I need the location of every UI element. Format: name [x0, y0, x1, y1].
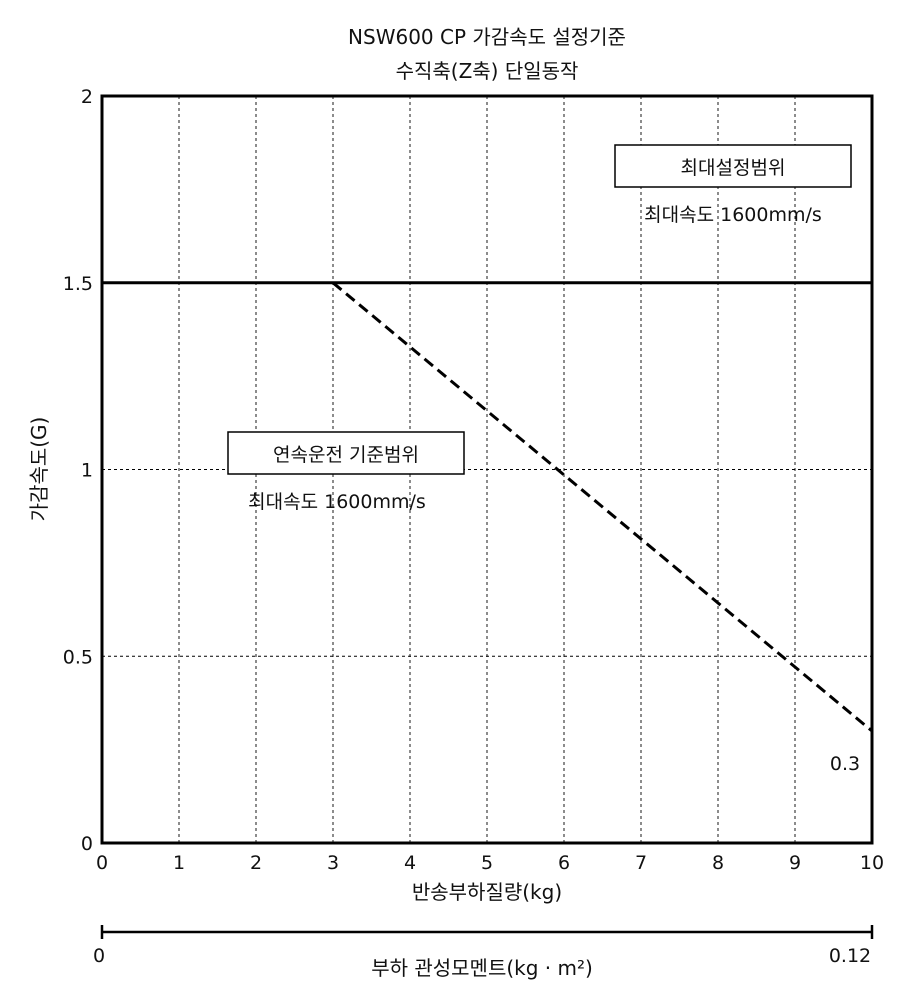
region-note-continuous: 최대속도 1600mm/s	[248, 491, 426, 513]
chart-subtitle: 수직축(Z축) 단일동작	[396, 59, 579, 83]
x-tick-label-1: 1	[173, 852, 185, 874]
x-tick-label-3: 3	[327, 852, 339, 874]
x-tick-label-0: 0	[96, 852, 108, 874]
x-tick-label-2: 2	[250, 852, 262, 874]
end-value-label: 0.3	[830, 753, 860, 775]
y-axis-label: 가감속도(G)	[27, 417, 51, 522]
y-tick-label-0: 0	[81, 833, 93, 855]
series-group	[102, 281, 873, 733]
tick-labels: 0 1 2 3 4 5 6 7 8 9 10 0 0.5 1 1.5 2	[63, 86, 884, 874]
secondary-axis-max-label: 0.12	[829, 945, 871, 967]
x-tick-label-4: 4	[404, 852, 416, 874]
secondary-axis: 0 0.12 부하 관성모멘트(kg · m²)	[93, 925, 874, 980]
region-max-setting: 최대설정범위 최대속도 1600mm/s	[614, 144, 852, 226]
x-tick-label-10: 10	[860, 852, 884, 874]
x-tick-label-5: 5	[481, 852, 493, 874]
x-tick-label-6: 6	[558, 852, 570, 874]
region-box-continuous	[227, 431, 465, 475]
x-tick-label-7: 7	[635, 852, 647, 874]
region-label-max-setting: 최대설정범위	[681, 157, 786, 179]
x-tick-label-8: 8	[712, 852, 724, 874]
y-tick-label-3: 1.5	[63, 273, 93, 295]
chart-title: NSW600 CP 가감속도 설정기준	[348, 25, 626, 49]
y-tick-label-1: 0.5	[63, 646, 93, 668]
x-tick-label-9: 9	[789, 852, 801, 874]
region-label-continuous: 연속운전 기준범위	[273, 444, 419, 466]
region-note-max-setting: 최대속도 1600mm/s	[644, 204, 822, 226]
region-continuous: 연속운전 기준범위 최대속도 1600mm/s	[227, 431, 465, 513]
plot-frame	[100, 94, 874, 845]
series-line-1	[332, 281, 873, 733]
y-tick-label-2: 1	[81, 460, 93, 482]
secondary-axis-label: 부하 관성모멘트(kg · m²)	[371, 956, 593, 980]
y-tick-label-4: 2	[81, 86, 93, 108]
region-box-max-setting	[614, 144, 852, 188]
x-axis-label: 반송부하질량(kg)	[412, 880, 562, 904]
secondary-axis-min-label: 0	[93, 945, 105, 967]
